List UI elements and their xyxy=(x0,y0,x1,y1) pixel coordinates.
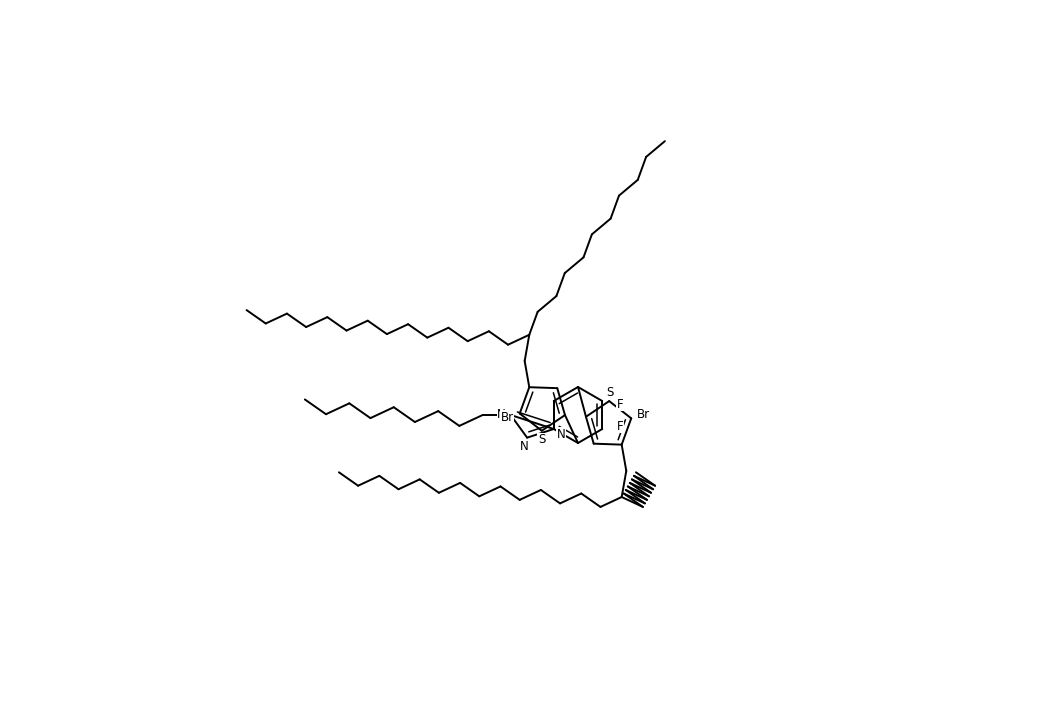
Text: N: N xyxy=(556,428,565,441)
Text: F: F xyxy=(617,397,623,411)
Text: S: S xyxy=(537,433,545,446)
Text: N: N xyxy=(497,409,506,421)
Text: F: F xyxy=(617,420,623,432)
Text: Br: Br xyxy=(637,409,650,421)
Text: Br: Br xyxy=(500,411,514,423)
Text: N: N xyxy=(520,439,529,453)
Text: S: S xyxy=(606,385,613,399)
